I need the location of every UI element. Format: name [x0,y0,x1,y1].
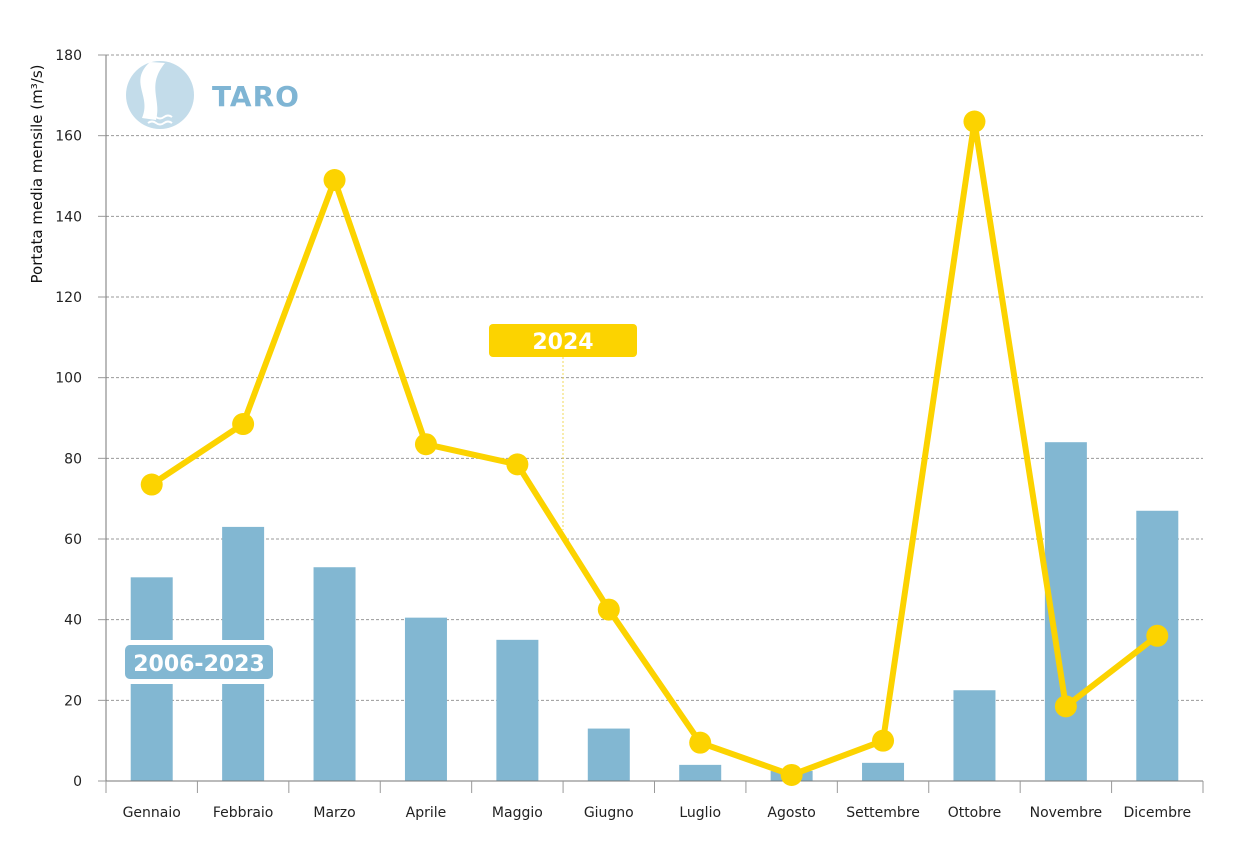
legend-2006-2023: 2006-2023 [125,640,273,684]
y-tick-label: 180 [55,48,82,64]
legend-badge-2006-2023 [125,645,273,679]
x-tick-label: Dicembre [1124,805,1192,821]
bar [679,764,722,781]
x-tick-label: Settembre [846,805,920,821]
grid-lines [106,54,1203,701]
data-point [140,473,163,496]
legend-2024: 2024 [489,324,637,530]
x-tick-label: Marzo [313,805,355,821]
data-point [689,731,712,754]
y-tick-label: 20 [64,693,82,709]
bar [404,617,447,781]
y-tick-label: 80 [64,451,82,467]
y-tick-label: 120 [55,290,82,306]
x-tick-label: Febbraio [213,805,273,821]
legend-badge-2024 [489,324,637,357]
x-tick-label: Gennaio [123,805,181,821]
y-tick-label: 40 [64,613,82,629]
bar [587,728,630,781]
y-tick-label: 140 [55,209,82,225]
y-axis-label: Portata media mensile (m³/s) [28,65,46,284]
y-tick-label: 60 [64,532,82,548]
bar [313,567,356,781]
x-tick-label: Agosto [767,805,815,821]
data-point [1054,695,1077,718]
data-point [506,453,529,476]
data-point [872,729,895,752]
bar [496,639,539,781]
y-tick-label: 100 [55,371,82,387]
axes [98,54,1204,793]
y-tick-label: 160 [55,129,82,145]
river-logo: TARO [126,61,300,129]
data-point [597,598,620,621]
legend-label-2024: 2024 [532,330,593,355]
x-tick-label: Aprile [406,805,447,821]
data-point [1146,624,1169,647]
data-point [323,169,346,192]
x-tick-label: Ottobre [948,805,1002,821]
x-tick-label: Novembre [1030,805,1103,821]
bar [862,762,905,781]
data-point [414,433,437,456]
river-icon [126,61,194,129]
y-tick-labels: 0 20 40 60 80 100 120 140 160 180 [55,48,82,790]
x-tick-labels: Gennaio Febbraio Marzo Aprile Maggio Giugno Lu… [123,805,1191,821]
series-line [150,118,1160,778]
data-point [780,763,803,786]
data-point [232,413,255,436]
legend-label-2006-2023: 2006-2023 [133,652,265,677]
data-point [963,110,986,133]
line-series-2024 [140,110,1169,786]
river-name: TARO [212,80,300,113]
y-tick-label: 0 [73,774,82,790]
x-tick-label: Giugno [584,805,634,821]
x-tick-label: Luglio [679,805,721,821]
x-tick-label: Maggio [492,805,543,821]
bar [953,690,996,781]
bar-series-2006-2023 [130,442,1179,781]
